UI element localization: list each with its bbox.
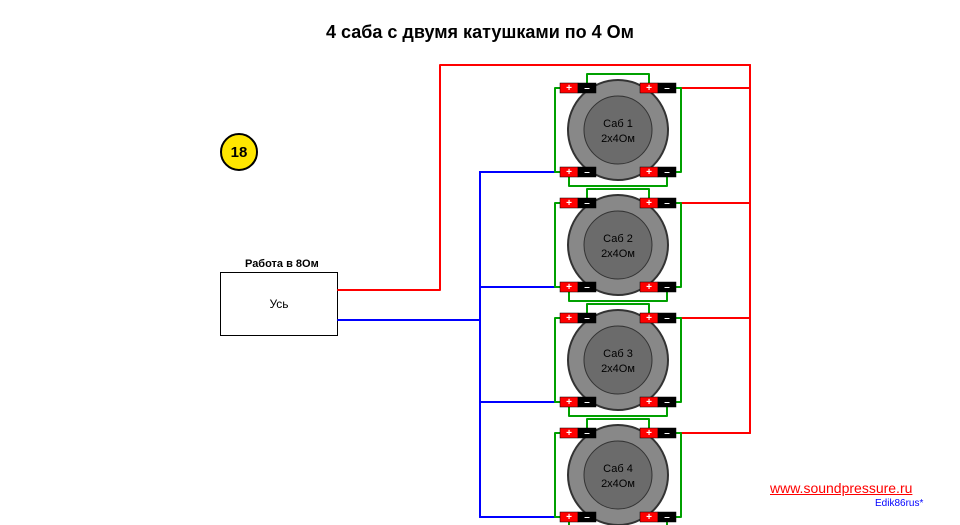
svg-text:2x4Ом: 2x4Ом [601,133,635,145]
svg-text:2x4Ом: 2x4Ом [601,248,635,260]
svg-text:+: + [566,313,572,324]
svg-text:+: + [646,512,652,523]
svg-text:Саб 3: Саб 3 [603,348,633,360]
svg-text:+: + [646,282,652,293]
svg-text:+: + [566,397,572,408]
svg-text:–: – [664,198,670,209]
svg-text:+: + [566,167,572,178]
svg-text:+: + [566,83,572,94]
svg-text:–: – [664,282,670,293]
svg-text:+: + [646,313,652,324]
svg-text:–: – [664,512,670,523]
svg-text:+: + [646,167,652,178]
svg-text:+: + [566,198,572,209]
svg-text:+: + [646,198,652,209]
svg-text:+: + [646,83,652,94]
svg-text:+: + [566,282,572,293]
svg-text:–: – [584,512,590,523]
svg-text:Саб 2: Саб 2 [603,233,633,245]
wiring-diagram: Саб 1 2x4Ом + – + – + – + – Саб 2 2x4Ом + – + – + – + – Саб … [0,0,960,525]
svg-text:+: + [646,428,652,439]
diagram-stage: { "title": { "text": "4 саба с двумя кат… [0,0,960,525]
svg-text:–: – [584,198,590,209]
svg-text:+: + [566,512,572,523]
svg-text:+: + [646,397,652,408]
svg-text:–: – [584,282,590,293]
svg-text:2x4Ом: 2x4Ом [601,363,635,375]
svg-text:–: – [664,313,670,324]
svg-text:–: – [664,428,670,439]
svg-text:–: – [584,428,590,439]
svg-text:2x4Ом: 2x4Ом [601,478,635,490]
svg-text:–: – [664,83,670,94]
svg-text:–: – [664,167,670,178]
svg-text:–: – [584,397,590,408]
svg-text:Саб 4: Саб 4 [603,463,633,475]
svg-text:Саб 1: Саб 1 [603,118,633,130]
svg-text:–: – [584,83,590,94]
svg-text:–: – [584,313,590,324]
svg-text:–: – [584,167,590,178]
svg-text:+: + [566,428,572,439]
svg-text:–: – [664,397,670,408]
